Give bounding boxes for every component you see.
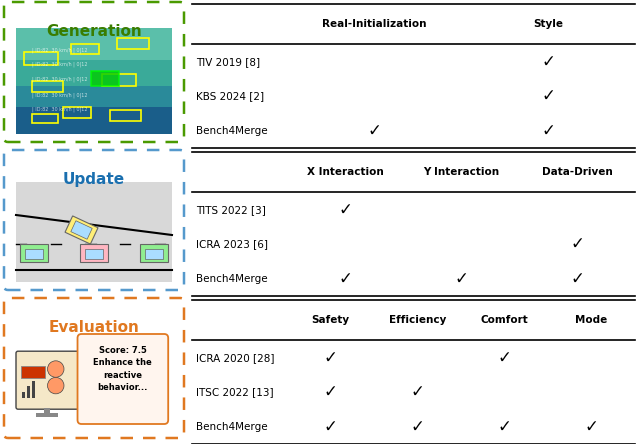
Text: | ID:82  30 km/h | 0|12: | ID:82 30 km/h | 0|12 — [31, 93, 87, 99]
Text: ✓: ✓ — [570, 270, 584, 288]
Text: | ID:82  30 km/h | 0|12: | ID:82 30 km/h | 0|12 — [31, 77, 87, 83]
Text: ✓: ✓ — [541, 87, 555, 105]
Text: ✓: ✓ — [497, 418, 511, 436]
Bar — [24, 52, 58, 65]
Text: ✓: ✓ — [338, 201, 352, 218]
Bar — [71, 221, 92, 239]
Bar — [36, 412, 58, 417]
Bar — [85, 249, 103, 259]
Text: ✓: ✓ — [324, 418, 337, 436]
Text: TIV 2019 [8]: TIV 2019 [8] — [196, 56, 260, 67]
Text: ✓: ✓ — [324, 349, 337, 367]
Bar — [32, 381, 35, 398]
Bar — [140, 244, 168, 262]
Text: ✓: ✓ — [584, 418, 598, 436]
Text: Style: Style — [533, 19, 563, 29]
Bar — [16, 28, 172, 60]
FancyBboxPatch shape — [4, 150, 184, 290]
Text: Mode: Mode — [575, 315, 607, 325]
Text: Bench4Merge: Bench4Merge — [196, 422, 268, 432]
Text: ✓: ✓ — [454, 270, 468, 288]
Text: Efficiency: Efficiency — [389, 315, 446, 325]
Text: | ID:82  30 km/h | 0|12: | ID:82 30 km/h | 0|12 — [31, 107, 87, 112]
Text: Safety: Safety — [312, 315, 349, 325]
Bar — [16, 182, 172, 282]
Bar — [117, 38, 148, 49]
Bar — [91, 71, 119, 86]
Text: ✓: ✓ — [367, 122, 381, 140]
Bar — [145, 249, 163, 259]
Text: ✓: ✓ — [324, 383, 337, 401]
Text: | ID:82  30 km/h | 0|12: | ID:82 30 km/h | 0|12 — [31, 48, 87, 53]
Bar — [63, 107, 91, 118]
Bar — [65, 216, 98, 244]
Text: KBS 2024 [2]: KBS 2024 [2] — [196, 91, 264, 101]
Bar — [16, 60, 172, 86]
Text: ✓: ✓ — [411, 418, 424, 436]
FancyBboxPatch shape — [4, 298, 184, 438]
Text: Evaluation: Evaluation — [49, 320, 140, 335]
Text: Score: 7.5
Enhance the
reactive
behavior...: Score: 7.5 Enhance the reactive behavior… — [93, 346, 152, 392]
Bar — [22, 392, 25, 398]
Bar — [109, 110, 141, 121]
Text: Comfort: Comfort — [481, 315, 529, 325]
Bar — [80, 244, 108, 262]
Bar — [25, 249, 43, 259]
Circle shape — [47, 377, 64, 394]
Bar — [16, 107, 172, 134]
FancyBboxPatch shape — [16, 351, 88, 409]
Text: ✓: ✓ — [541, 52, 555, 71]
Text: ITSC 2022 [13]: ITSC 2022 [13] — [196, 387, 274, 397]
Text: ✓: ✓ — [338, 270, 352, 288]
Bar — [70, 44, 99, 55]
Text: ✓: ✓ — [570, 235, 584, 253]
Text: | ID:82  30 km/h | 0|12: | ID:82 30 km/h | 0|12 — [31, 61, 87, 67]
FancyBboxPatch shape — [77, 334, 168, 424]
Text: Data-Driven: Data-Driven — [541, 167, 612, 177]
Text: Bench4Merge: Bench4Merge — [196, 274, 268, 284]
Bar — [44, 408, 49, 417]
Text: ✓: ✓ — [541, 122, 555, 140]
Bar — [20, 244, 48, 262]
Bar — [31, 114, 58, 123]
Text: Update: Update — [63, 172, 125, 187]
Bar — [31, 81, 63, 91]
Text: Generation: Generation — [46, 24, 142, 39]
Text: Y Interaction: Y Interaction — [423, 167, 499, 177]
Text: Real-Initialization: Real-Initialization — [322, 19, 426, 29]
FancyBboxPatch shape — [4, 2, 184, 142]
Bar — [16, 86, 172, 107]
Text: ✓: ✓ — [411, 383, 424, 401]
Text: ICRA 2020 [28]: ICRA 2020 [28] — [196, 353, 275, 363]
Text: ✓: ✓ — [497, 349, 511, 367]
Text: TITS 2022 [3]: TITS 2022 [3] — [196, 205, 266, 214]
Text: Bench4Merge: Bench4Merge — [196, 126, 268, 136]
Circle shape — [47, 361, 64, 377]
Text: X Interaction: X Interaction — [307, 167, 383, 177]
Bar — [102, 74, 136, 86]
Bar — [21, 366, 45, 378]
Text: ICRA 2023 [6]: ICRA 2023 [6] — [196, 239, 268, 249]
Bar — [27, 386, 30, 398]
